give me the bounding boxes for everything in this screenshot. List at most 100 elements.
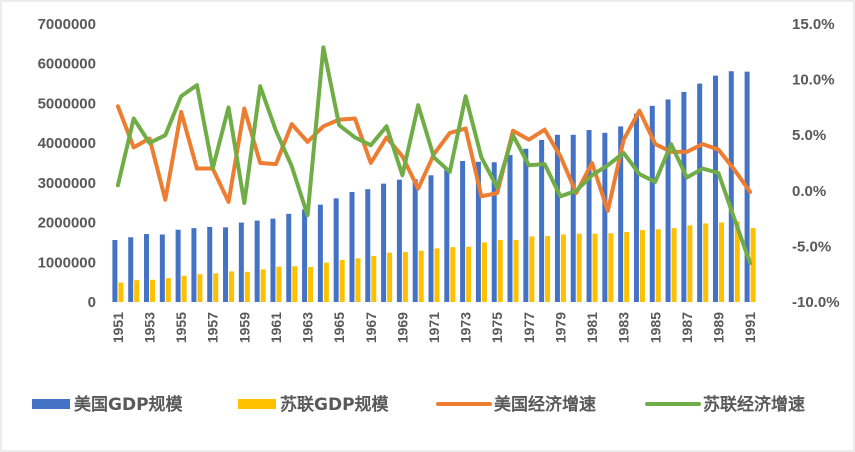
left-axis-tick-label: 6000000: [38, 56, 96, 73]
x-axis-tick-label: 1959: [236, 312, 252, 343]
us-gdp-bar: [381, 183, 387, 302]
us-gdp-bar: [159, 234, 165, 302]
x-axis-tick-label: 1991: [742, 312, 758, 343]
us-gdp-bar: [286, 213, 292, 302]
ussr-gdp-bar: [576, 233, 582, 302]
ussr-gdp-bar: [608, 233, 614, 302]
ussr-gdp-bar: [418, 250, 424, 302]
ussr-gdp-bar: [371, 255, 377, 302]
ussr-gdp-bar: [434, 248, 440, 302]
ussr-gdp-bar: [165, 278, 171, 302]
legend-ussr-gdp-label: 苏联GDP规模: [280, 394, 390, 415]
us-gdp-bar: [333, 198, 339, 302]
us-gdp-bar: [491, 162, 497, 302]
legend-ussr-gdp-swatch: [238, 399, 276, 409]
x-axis-tick-label: 1977: [521, 312, 537, 343]
right-axis-tick-label: -10.0%: [792, 294, 840, 311]
left-axis-tick-label: 0: [88, 294, 96, 311]
ussr-gdp-bar: [450, 247, 456, 302]
ussr-gdp-bar: [323, 262, 329, 302]
us-gdp-bar: [349, 191, 355, 302]
legend-us-gdp-swatch: [32, 399, 70, 409]
left-axis-tick-label: 7000000: [38, 16, 96, 33]
right-axis-tick-label: 10.0%: [792, 72, 835, 89]
us-gdp-bar: [270, 218, 276, 302]
x-axis-tick-label: 1963: [300, 312, 316, 343]
ussr-gdp-bar: [134, 280, 140, 302]
us-gdp-bar: [238, 222, 244, 302]
right-axis-tick-label: 5.0%: [792, 127, 826, 144]
us-gdp-bar: [412, 179, 418, 302]
x-axis-tick-label: 1971: [426, 312, 442, 343]
left-axis-ticks: 0 1000000 2000000 3000000 4000000 5000000 6000…: [38, 16, 96, 311]
left-axis-tick-label: 4000000: [38, 135, 96, 152]
legend-ussr-gdp: 苏联GDP规模: [238, 394, 390, 415]
us-gdp-bar: [428, 175, 434, 302]
us-gdp-bar: [207, 226, 213, 302]
ussr-gdp-bar: [197, 274, 203, 302]
us-gdp-bar: [523, 148, 529, 302]
us-gdp-bar: [712, 75, 718, 302]
x-axis-tick-label: 1975: [489, 312, 505, 343]
us-gdp-bar: [175, 229, 181, 302]
us-gdp-bar: [618, 126, 624, 303]
ussr-gdp-bar: [624, 232, 630, 302]
legend-ussr-growth-label: 苏联经济增速: [703, 394, 805, 415]
ussr-gdp-bar: [466, 246, 472, 302]
us-gdp-bar: [144, 234, 150, 302]
us-gdp-bar: [128, 237, 134, 302]
x-axis-tick-label: 1983: [616, 312, 632, 343]
x-axis-tick-label: 1981: [584, 312, 600, 343]
us-gdp-bar: [475, 161, 481, 302]
us-gdp-bar: [586, 130, 592, 302]
us-gdp-bar: [396, 179, 402, 302]
x-axis-tick-label: 1955: [173, 312, 189, 343]
us-gdp-bar: [633, 113, 639, 302]
ussr-gdp-bar: [387, 252, 393, 302]
ussr-gdp-bar: [529, 236, 535, 302]
us-gdp-bar: [365, 189, 371, 302]
ussr-gdp-bar: [639, 230, 645, 302]
us-gdp-bar: [697, 83, 703, 302]
right-axis-tick-label: 15.0%: [792, 16, 835, 33]
ussr-gdp-bar: [703, 223, 709, 302]
ussr-gdp-bar: [545, 236, 551, 302]
x-axis-tick-label: 1979: [552, 312, 568, 343]
us-gdp-bar: [570, 134, 576, 302]
ussr-gdp-bar: [260, 269, 266, 302]
ussr-gdp-bar: [355, 258, 361, 302]
x-axis-ticks: 1951 1953 1955 1957 1959 1961 1963 1965 1967 1969…: [110, 312, 758, 343]
legend-us-gdp: 美国GDP规模: [32, 394, 184, 415]
ussr-gdp-bar: [181, 275, 187, 302]
us-gdp-bar: [728, 71, 734, 302]
us-gdp-bar: [223, 227, 229, 302]
us-gdp-bar: [460, 161, 466, 302]
ussr-gdp-bar: [213, 273, 219, 302]
left-axis-tick-label: 5000000: [38, 95, 96, 112]
ussr-gdp-bar: [276, 266, 282, 302]
ussr-gdp-bar: [229, 271, 235, 302]
ussr-gdp-bar: [671, 228, 677, 302]
ussr-gdp-bar: [402, 251, 408, 302]
x-axis-tick-label: 1957: [205, 312, 221, 343]
left-axis-tick-label: 1000000: [38, 254, 96, 271]
line-layer: [115, 45, 753, 266]
ussr-gdp-bar: [734, 221, 740, 302]
legend: 美国GDP规模 苏联GDP规模 美国经济增速 苏联经济增速: [32, 394, 805, 415]
left-axis-tick-label: 2000000: [38, 215, 96, 232]
ussr-gdp-bar: [481, 242, 487, 302]
ussr-gdp-bar: [718, 222, 724, 302]
ussr-gdp-bar: [592, 233, 598, 302]
x-axis-tick-label: 1969: [394, 312, 410, 343]
us-gdp-bar: [112, 240, 118, 302]
ussr-gdp-bar: [118, 282, 124, 302]
legend-us-growth-label: 美国经济增速: [494, 394, 596, 415]
ussr-gdp-bar: [150, 279, 156, 302]
x-axis-tick-label: 1989: [710, 312, 726, 343]
legend-us-gdp-label: 美国GDP规模: [74, 394, 184, 415]
us-gdp-bar: [602, 132, 608, 302]
right-axis-ticks: -10.0% -5.0% 0.0% 5.0% 10.0% 15.0%: [792, 16, 840, 311]
ussr-gdp-bar: [687, 225, 693, 302]
ussr-gdp-bar: [292, 266, 298, 302]
